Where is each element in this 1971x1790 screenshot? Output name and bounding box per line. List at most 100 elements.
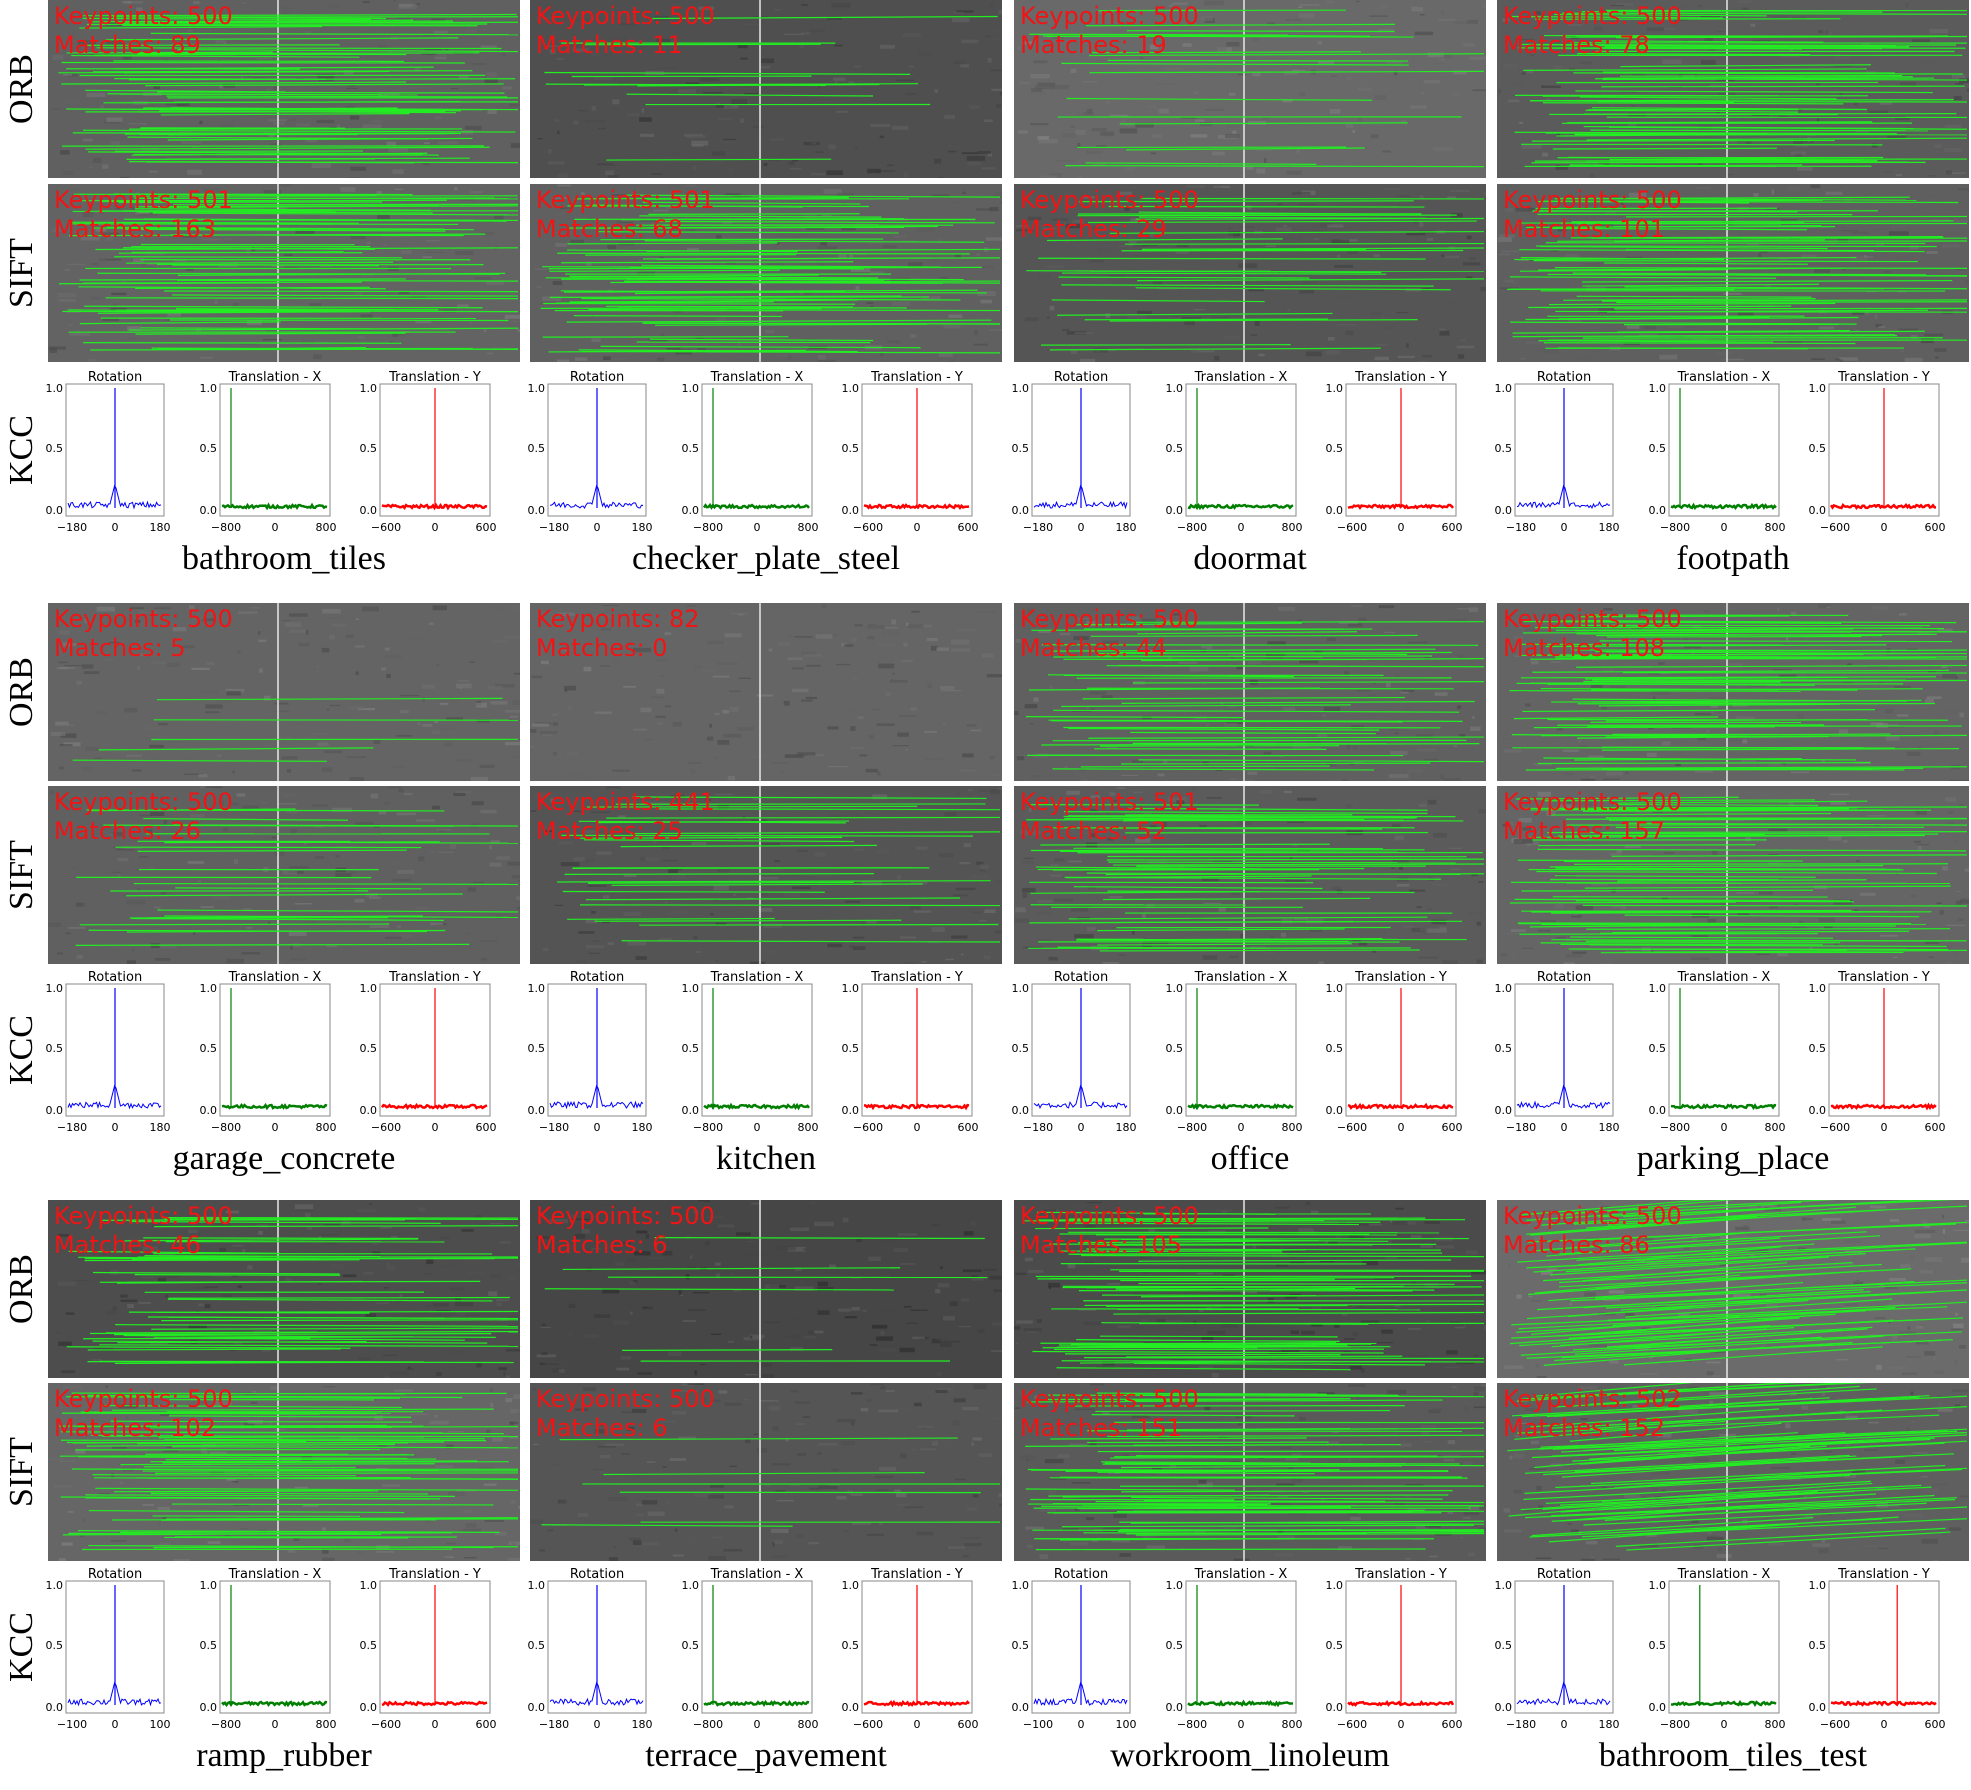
y-tick-label: 0.5: [1809, 442, 1827, 455]
matches-label: Matches:: [54, 31, 163, 59]
x-tick-label: 600: [1442, 521, 1463, 534]
matches-label: Matches:: [536, 31, 645, 59]
x-tick-label: −600: [853, 1121, 883, 1134]
keypoints-text: Keypoints: 500: [1020, 605, 1199, 633]
plot-title: Translation - X: [228, 1567, 322, 1582]
match-lines: [1026, 197, 1485, 351]
kcc-plot-rotation: Rotation 0.0 0.5 1.0 −180 0 180: [1012, 970, 1137, 1134]
kcc-plot-ty: Translation - Y 0.0 0.5 1.0 −600 0 600: [842, 970, 979, 1134]
y-tick-label: 0.0: [1326, 1104, 1344, 1117]
y-tick-label: 0.5: [682, 1639, 700, 1652]
plot-frame: [1345, 983, 1457, 1117]
y-tick-label: 1.0: [528, 982, 546, 995]
matches-label: Matches:: [536, 1414, 645, 1442]
keypoints-label: Keypoints:: [54, 2, 180, 30]
x-tick-label: 800: [1282, 521, 1303, 534]
match-image-orb: Keypoints: 500 Matches: 108: [1497, 603, 1969, 781]
x-tick-label: 0: [594, 1121, 601, 1134]
match-image-sift: Keypoints: 501 Matches: 163: [48, 184, 520, 362]
match-lines: [66, 1217, 519, 1365]
match-lines: [1509, 1200, 1968, 1366]
x-tick-label: 180: [632, 1121, 653, 1134]
y-tick-label: 0.0: [46, 1701, 64, 1714]
y-tick-label: 0.5: [1326, 1639, 1344, 1652]
matches-label: Matches:: [1020, 817, 1129, 845]
keypoints-text: Keypoints: 500: [1020, 2, 1199, 30]
plot-title: Translation - Y: [1354, 970, 1447, 985]
plot-frame: [1185, 983, 1297, 1117]
kcc-plot-tx: Translation - X 0.0 0.5 1.0 −800 0 800: [200, 370, 337, 534]
matches-label: Matches:: [54, 634, 163, 662]
plot-title: Rotation: [1054, 970, 1108, 985]
keypoints-label: Keypoints:: [1020, 605, 1146, 633]
plot-frame: [1668, 383, 1780, 517]
match-image-sift: Keypoints: 500 Matches: 6: [530, 1383, 1002, 1561]
plot-frame: [861, 383, 973, 517]
keypoints-label: Keypoints:: [1503, 605, 1629, 633]
plot-title: Translation - X: [1677, 970, 1771, 985]
y-tick-label: 0.5: [1012, 442, 1030, 455]
y-tick-label: 0.5: [360, 1639, 378, 1652]
y-tick-label: 0.5: [842, 1042, 860, 1055]
y-tick-label: 1.0: [528, 382, 546, 395]
plot-frame: [1514, 983, 1614, 1117]
plot-frame: [379, 983, 491, 1117]
x-tick-label: 600: [958, 1121, 979, 1134]
kcc-plot-ty: Translation - Y 0.0 0.5 1.0 −600 0 600: [842, 370, 979, 534]
matches-value: 78: [1619, 31, 1650, 59]
keypoints-text: Keypoints: 500: [54, 788, 233, 816]
matches-text: Matches: 89: [54, 31, 201, 59]
row-label-text: ORB: [3, 54, 41, 124]
matches-text: Matches: 86: [1503, 1231, 1650, 1259]
matches-text: Matches: 26: [54, 817, 201, 845]
kcc-plot-tx: Translation - X 0.0 0.5 1.0 −800 0 800: [1649, 1567, 1786, 1731]
matches-label: Matches:: [1503, 634, 1612, 662]
keypoints-value: 500: [1152, 1385, 1199, 1413]
matches-text: Matches: 46: [54, 1231, 201, 1259]
match-lines: [72, 697, 519, 762]
row-label-kcc: KCC: [0, 970, 44, 1130]
x-tick-label: 800: [1282, 1121, 1303, 1134]
x-tick-label: −600: [853, 1718, 883, 1731]
x-tick-label: −800: [1660, 1718, 1690, 1731]
matches-label: Matches:: [1503, 1414, 1612, 1442]
kcc-plot-tx: Translation - X 0.0 0.5 1.0 −800 0 800: [1166, 370, 1303, 534]
x-tick-label: 100: [1116, 1718, 1137, 1731]
x-tick-label: −600: [371, 1718, 401, 1731]
x-tick-label: −800: [1177, 521, 1207, 534]
plot-title: Translation - X: [1194, 1567, 1288, 1582]
y-tick-label: 0.0: [528, 1701, 546, 1714]
x-tick-label: 0: [1881, 1121, 1888, 1134]
keypoints-label: Keypoints:: [1503, 1385, 1629, 1413]
y-tick-label: 1.0: [1649, 382, 1667, 395]
matches-value: 29: [1136, 215, 1167, 243]
plot-title: Translation - X: [1677, 1567, 1771, 1582]
matches-text: Matches: 44: [1020, 634, 1167, 662]
match-image-orb: Keypoints: 500 Matches: 11: [530, 0, 1002, 178]
kcc-plot-rotation: Rotation 0.0 0.5 1.0 −100 0 100: [1012, 1567, 1137, 1731]
matches-label: Matches:: [1503, 817, 1612, 845]
y-tick-label: 0.5: [200, 442, 218, 455]
matches-label: Matches:: [1503, 1231, 1612, 1259]
matches-text: Matches: 29: [1020, 215, 1167, 243]
x-tick-label: 600: [476, 521, 497, 534]
y-tick-label: 0.0: [842, 504, 860, 517]
kcc-curve: [703, 1102, 810, 1111]
matches-label: Matches:: [54, 1231, 163, 1259]
matches-value: 6: [652, 1414, 668, 1442]
kcc-curve: [221, 1102, 328, 1111]
y-tick-label: 0.5: [1809, 1639, 1827, 1652]
matches-label: Matches:: [536, 1231, 645, 1259]
plot-title: Translation - Y: [870, 1567, 963, 1582]
y-tick-label: 0.5: [1495, 442, 1513, 455]
y-tick-label: 0.5: [1012, 1639, 1030, 1652]
plot-frame: [219, 983, 331, 1117]
x-tick-label: −600: [1337, 1121, 1367, 1134]
keypoints-label: Keypoints:: [1020, 1202, 1146, 1230]
matches-text: Matches: 78: [1503, 31, 1650, 59]
x-tick-label: 180: [150, 521, 171, 534]
matches-value: 6: [652, 1231, 668, 1259]
match-image-sift: Keypoints: 501 Matches: 68: [530, 184, 1002, 362]
kcc-plot-tx: Translation - X 0.0 0.5 1.0 −800 0 800: [682, 970, 819, 1134]
x-tick-label: 600: [1925, 1718, 1946, 1731]
